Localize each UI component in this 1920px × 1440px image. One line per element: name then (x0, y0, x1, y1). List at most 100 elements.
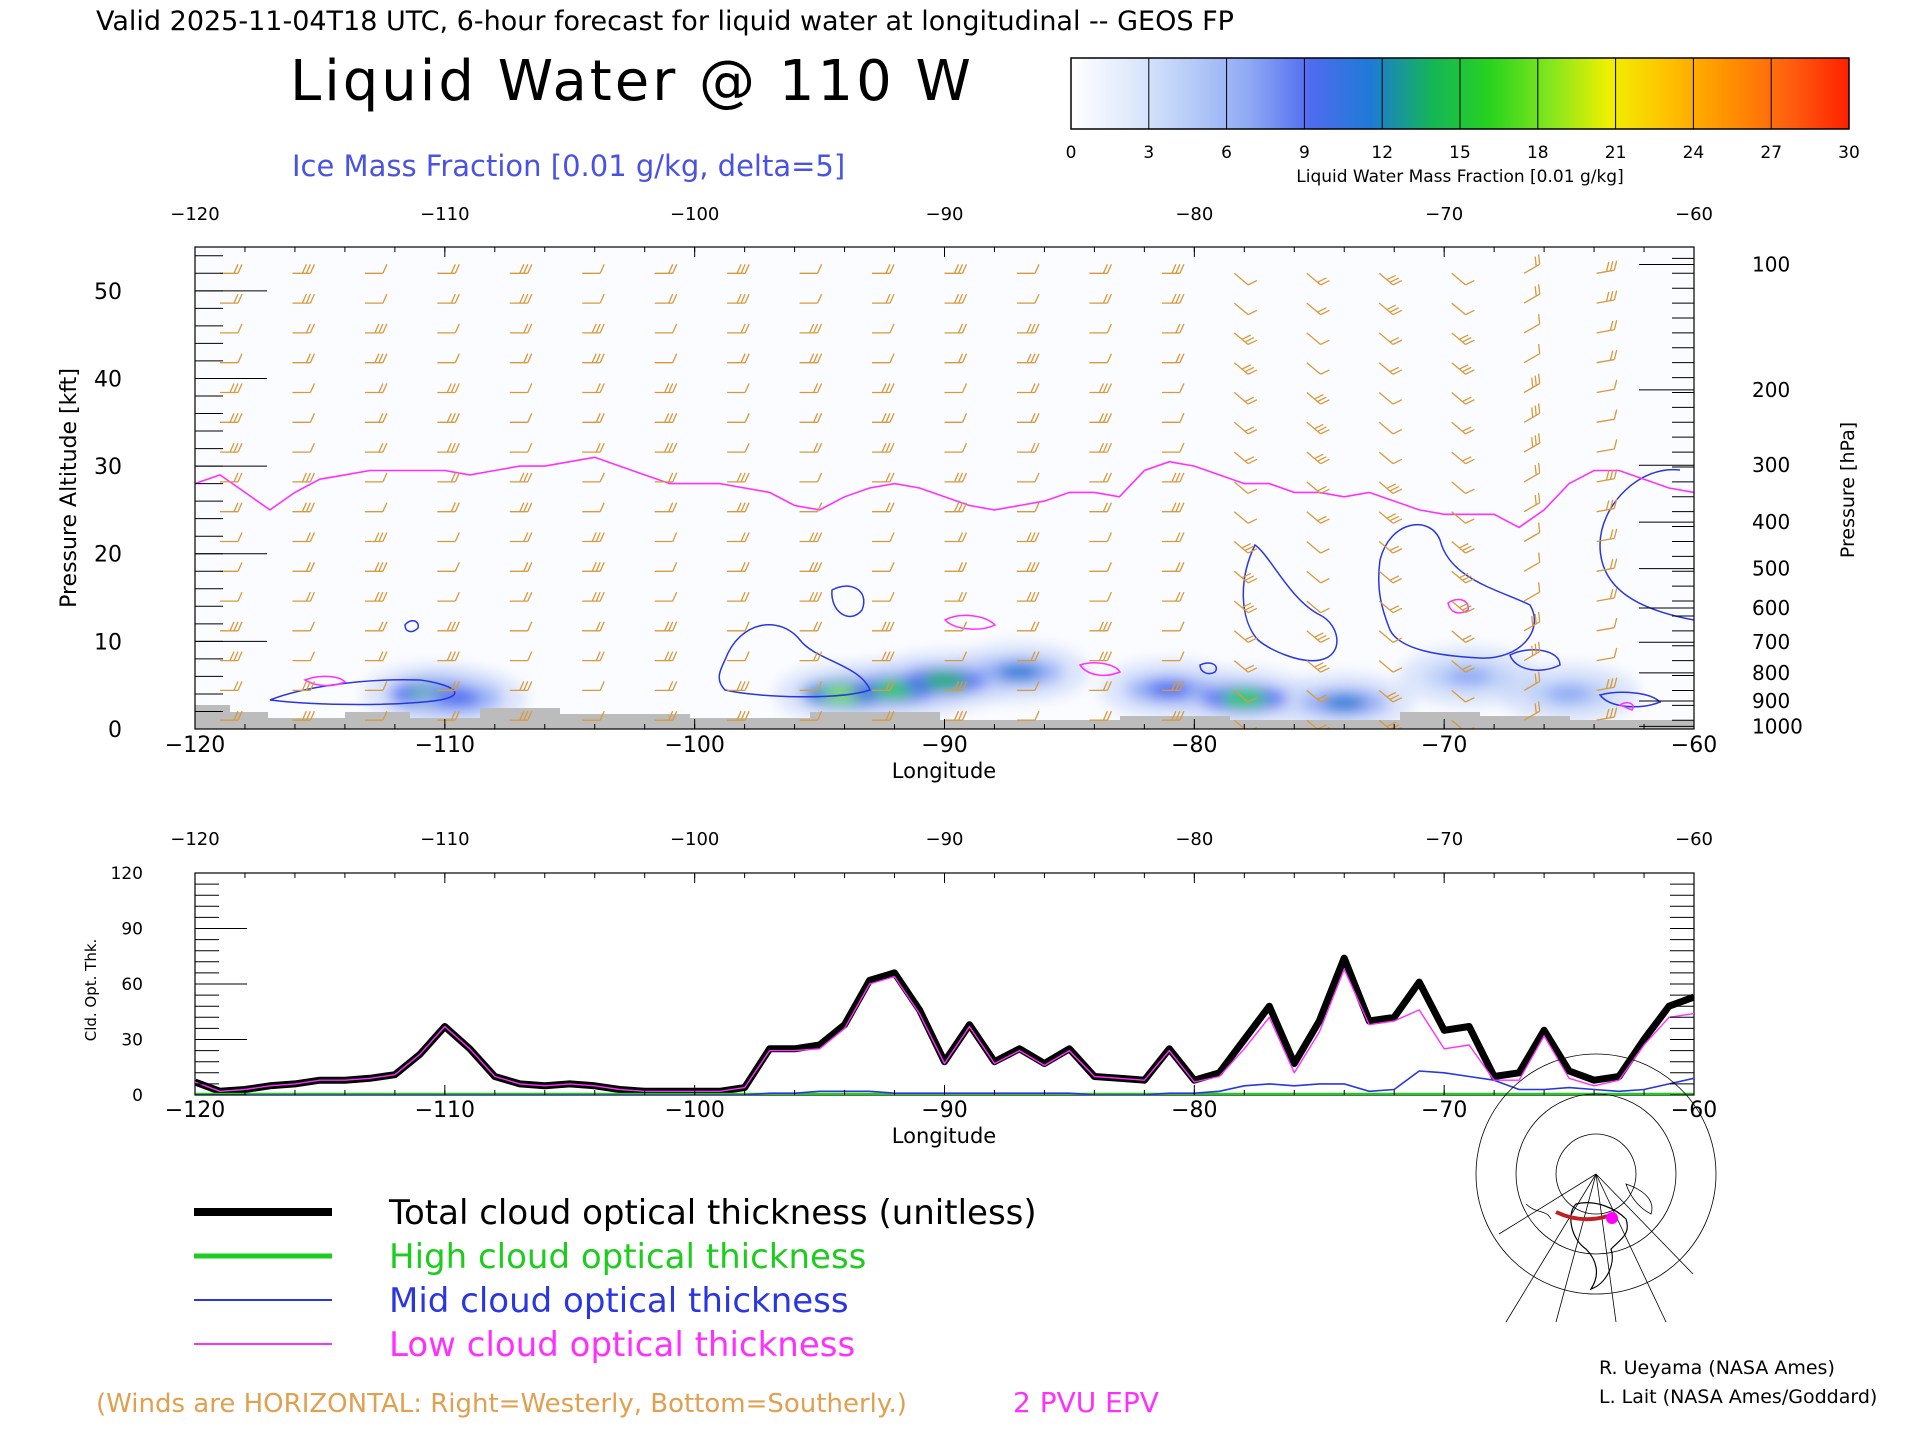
wind-barb (1378, 481, 1403, 495)
wind-barb (1161, 383, 1185, 394)
wind-barb (220, 532, 243, 543)
wind-barb (220, 621, 243, 632)
wind-barb (509, 532, 533, 543)
wind-barb (654, 532, 678, 543)
wind-barb (1596, 349, 1618, 364)
optical-thickness-axes: −120 −120 −110 −110 −100 −100 −90 −90 −80 −80 −70 −… (111, 829, 1718, 1123)
wind-barb (872, 472, 895, 483)
wind-barb (1523, 492, 1541, 513)
pressure-tick-label: 700 (1752, 630, 1790, 654)
wind-barb (872, 710, 895, 721)
wind-barb (654, 353, 678, 364)
wind-barb (437, 442, 460, 453)
wind-barb (1017, 413, 1040, 423)
wind-barb (364, 323, 388, 334)
wind-barb (799, 383, 823, 394)
x-tick-label: −80 (1171, 733, 1217, 758)
x-tick-label-top: −100 (670, 829, 719, 850)
wind-barb (509, 383, 533, 394)
wind-barb (1089, 293, 1112, 304)
x-tick-label: −100 (664, 733, 724, 758)
wind-barb (727, 562, 750, 572)
wind-barb (872, 621, 895, 632)
wind-barb (220, 413, 243, 423)
wind-barb (582, 502, 605, 513)
x-tick-label-top: −110 (420, 829, 469, 850)
cross-section-panel: −120 −120 −110 −110 −100 −100 −90 −90 −80 −80 −70 −… (57, 204, 1859, 783)
y-tick-label: 40 (94, 367, 122, 392)
wind-barb (364, 264, 388, 274)
wind-barb (1596, 409, 1618, 423)
wind-barb (727, 413, 750, 423)
wind-barb (1451, 481, 1475, 495)
wind-barb (437, 413, 460, 423)
x-tick-label: −110 (415, 1098, 475, 1123)
wind-barb (1306, 272, 1330, 286)
wind-barb (727, 651, 750, 662)
wind-barb (364, 621, 388, 632)
wind-barb (944, 710, 968, 721)
x-tick-label: −70 (1421, 1098, 1467, 1123)
x-tick-label-top: −80 (1175, 204, 1213, 225)
wind-barb (292, 710, 315, 721)
wind-barb (292, 681, 315, 692)
wind-barb (1523, 671, 1541, 691)
wind-barb (654, 591, 678, 602)
wind-barb (220, 472, 243, 483)
wind-barb (727, 293, 750, 304)
section-path-marker (1555, 1210, 1609, 1222)
wind-barb (1306, 570, 1330, 584)
wind-barb (1233, 272, 1258, 286)
wind-barb (1233, 541, 1258, 554)
x-tick-label: −110 (415, 733, 475, 758)
wind-barb (1451, 451, 1475, 465)
wind-barb (1523, 611, 1541, 632)
wind-barb (727, 472, 750, 483)
wind-barb (1089, 323, 1112, 334)
wind-barb (1523, 522, 1541, 543)
wind-barb (872, 591, 895, 602)
ice-contour (1598, 691, 1662, 708)
wind-barb (1306, 362, 1330, 375)
wind-barb (727, 532, 750, 543)
wind-barb (1089, 472, 1112, 483)
wind-barb (1378, 421, 1403, 435)
wind-barb (1523, 701, 1541, 721)
main-title: Liquid Water @ 110 W (290, 49, 974, 114)
wind-barb (220, 442, 243, 453)
wind-barb (799, 621, 823, 632)
wind-barb (509, 264, 533, 274)
ice-contour (404, 620, 419, 633)
wind-barb (1306, 302, 1330, 316)
optical-thickness-panel: −120 −120 −110 −110 −100 −100 −90 −90 −80 −80 −70 −… (82, 829, 1717, 1148)
wind-barb (1523, 552, 1541, 572)
pressure-tick-label: 200 (1752, 378, 1790, 402)
wind-barb (1089, 591, 1112, 602)
x-tick-label: −90 (921, 733, 967, 758)
y-tick-label: 30 (121, 1031, 143, 1051)
wind-barb (654, 472, 678, 483)
wind-barb (364, 383, 388, 394)
wind-barb (1161, 413, 1185, 423)
wind-barb (582, 323, 605, 334)
liquid-water-core (997, 664, 1042, 681)
wind-barb (1596, 379, 1618, 394)
liquid-water-core (1547, 685, 1592, 702)
x-tick-label: −60 (1671, 733, 1717, 758)
wind-barb (509, 293, 533, 304)
x-tick-label-top: −90 (926, 204, 964, 225)
wind-barb (654, 323, 678, 334)
legend-label-high: High cloud optical thickness (389, 1237, 866, 1277)
wind-barb (1233, 451, 1258, 465)
y-tick-label: 20 (94, 543, 122, 568)
wind-barb (944, 532, 968, 543)
wind-barb (1233, 630, 1258, 643)
pressure-tick-label: 800 (1752, 661, 1790, 685)
wind-barb (1017, 681, 1040, 692)
wind-barb (799, 502, 823, 513)
wind-barb (292, 621, 315, 632)
wind-barb (1233, 511, 1258, 524)
wind-barb (1451, 570, 1475, 584)
wind-barb (1017, 710, 1040, 721)
wind-barb (654, 383, 678, 394)
